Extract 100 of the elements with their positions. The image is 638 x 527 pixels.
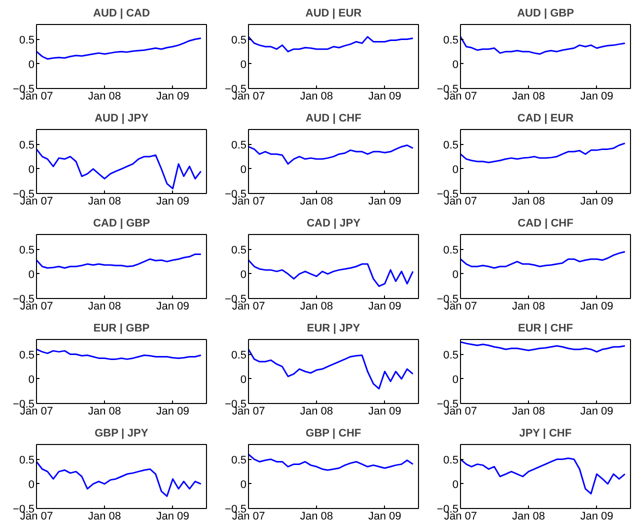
chart-title: CAD | EUR <box>517 112 574 124</box>
chart-title: AUD | JPY <box>94 112 150 124</box>
x-tick-label: Jan 07 <box>20 300 54 312</box>
y-tick-label: 0.5 <box>231 454 247 466</box>
line-series <box>460 250 626 269</box>
y-tick-label: 0 <box>28 374 35 386</box>
x-tick-label: Jan 08 <box>88 406 122 418</box>
x-tick-label: Jan 09 <box>368 406 402 418</box>
y-tick-label: 0 <box>28 164 35 176</box>
y-tick-label: 0.5 <box>443 34 459 46</box>
x-tick-label: Jan 09 <box>368 300 402 312</box>
y-tick-label: 0.5 <box>231 349 247 362</box>
x-tick-label: Jan 09 <box>580 300 614 312</box>
x-tick-label: Jan 08 <box>300 300 334 312</box>
y-tick-label: 0 <box>28 268 35 281</box>
x-tick-label: Jan 07 <box>232 196 266 208</box>
y-tick-label: 0.5 <box>443 349 459 362</box>
y-tick-label: 0 <box>240 164 247 176</box>
x-tick-label: Jan 09 <box>368 196 402 208</box>
y-tick-label: 0 <box>240 58 247 71</box>
x-tick-label: Jan 07 <box>444 406 478 418</box>
x-tick-label: Jan 07 <box>20 90 54 102</box>
x-tick-label: Jan 07 <box>232 300 266 312</box>
x-tick-label: Jan 09 <box>368 90 402 102</box>
x-tick-label: Jan 09 <box>580 406 614 418</box>
x-tick-label: Jan 08 <box>300 90 334 102</box>
y-tick-label: 0 <box>28 58 35 71</box>
y-tick-label: 0.5 <box>443 244 459 256</box>
x-tick-label: Jan 07 <box>20 406 54 418</box>
chart-title: GBP | JPY <box>94 428 149 440</box>
line-series <box>36 148 202 190</box>
line-series <box>248 454 414 471</box>
y-tick-label: 0 <box>452 164 459 176</box>
y-tick-label: 0.5 <box>19 139 35 152</box>
line-series <box>460 142 626 164</box>
x-tick-label: Jan 07 <box>232 510 266 522</box>
x-tick-label: Jan 09 <box>156 196 190 208</box>
x-tick-label: Jan 09 <box>580 196 614 208</box>
x-tick-label: Jan 07 <box>20 510 54 522</box>
y-tick-label: 0.5 <box>231 34 247 46</box>
x-tick-label: Jan 08 <box>512 406 546 418</box>
y-tick-label: 0.5 <box>19 244 35 256</box>
line-series <box>248 348 414 390</box>
line-series <box>460 36 626 55</box>
y-tick-label: 0 <box>240 268 247 281</box>
x-tick-label: Jan 09 <box>156 300 190 312</box>
chart-title: AUD | GBP <box>517 8 574 20</box>
x-tick-label: Jan 07 <box>232 90 266 102</box>
x-tick-label: Jan 09 <box>156 510 190 522</box>
y-tick-label: 0 <box>452 478 459 491</box>
x-tick-label: Jan 08 <box>512 196 546 208</box>
chart-title: CAD | CHF <box>518 218 574 230</box>
line-series <box>36 253 202 269</box>
x-tick-label: Jan 08 <box>88 90 122 102</box>
chart-title: CAD | GBP <box>93 218 150 230</box>
y-tick-label: 0.5 <box>443 139 459 152</box>
line-series <box>248 259 414 287</box>
chart-title: EUR | CHF <box>518 322 574 334</box>
y-tick-label: 0.5 <box>231 139 247 152</box>
line-series <box>460 341 626 353</box>
x-tick-label: Jan 08 <box>512 300 546 312</box>
x-tick-label: Jan 07 <box>444 510 478 522</box>
line-series <box>36 348 202 360</box>
x-tick-label: Jan 08 <box>512 510 546 522</box>
x-tick-label: Jan 08 <box>512 90 546 102</box>
line-series <box>36 38 202 60</box>
y-tick-label: 0 <box>28 478 35 491</box>
x-tick-label: Jan 07 <box>232 406 266 418</box>
y-tick-label: 0 <box>452 58 459 71</box>
line-series <box>460 458 626 494</box>
chart-title: AUD | EUR <box>305 8 362 20</box>
y-tick-label: 0.5 <box>231 244 247 256</box>
y-tick-label: 0 <box>240 374 247 386</box>
x-tick-label: Jan 08 <box>88 300 122 312</box>
x-tick-label: Jan 09 <box>156 406 190 418</box>
x-tick-label: Jan 08 <box>300 406 334 418</box>
x-tick-label: Jan 07 <box>444 196 478 208</box>
chart-title: EUR | GBP <box>93 322 150 334</box>
x-tick-label: Jan 09 <box>580 510 614 522</box>
y-tick-label: 0.5 <box>19 454 35 466</box>
line-series <box>248 36 414 52</box>
y-tick-label: 0.5 <box>19 34 35 46</box>
chart-title: CAD | JPY <box>306 218 362 230</box>
chart-title: JPY | CHF <box>519 428 572 440</box>
x-tick-label: Jan 07 <box>20 196 54 208</box>
x-tick-label: Jan 09 <box>580 90 614 102</box>
y-tick-label: 0.5 <box>443 454 459 466</box>
x-tick-label: Jan 07 <box>444 90 478 102</box>
x-tick-label: Jan 09 <box>368 510 402 522</box>
x-tick-label: Jan 07 <box>444 300 478 312</box>
y-tick-label: 0 <box>452 374 459 386</box>
y-tick-label: 0 <box>240 478 247 491</box>
x-tick-label: Jan 08 <box>88 196 122 208</box>
chart-title: AUD | CAD <box>93 8 150 20</box>
y-tick-label: 0 <box>452 268 459 281</box>
line-series <box>248 144 414 165</box>
x-tick-label: Jan 08 <box>88 510 122 522</box>
chart-title: EUR | JPY <box>306 322 361 334</box>
y-tick-label: 0.5 <box>19 349 35 362</box>
chart-title: AUD | CHF <box>306 112 362 124</box>
